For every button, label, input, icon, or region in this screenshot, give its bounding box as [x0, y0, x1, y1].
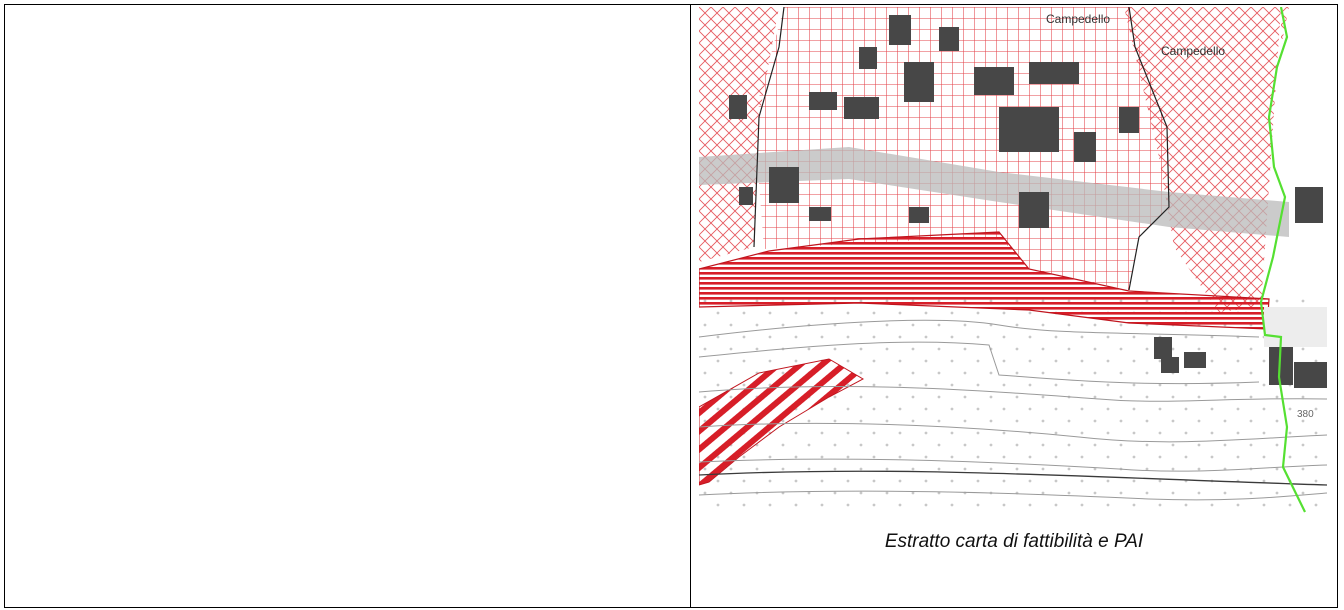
table-cell-figure: Campedello Campedello 380 Estratto carta…	[691, 5, 1337, 607]
table-cell-empty	[5, 5, 691, 607]
document-table: Campedello Campedello 380 Estratto carta…	[4, 4, 1338, 608]
figure-caption: Estratto carta di fattibilità e PAI	[884, 531, 1144, 552]
place-label-campedello-2: Campedello	[1161, 44, 1225, 58]
place-label-campedello-1: Campedello	[1046, 12, 1110, 26]
contour-label: 380	[1297, 409, 1314, 420]
map-excerpt: Campedello Campedello 380	[699, 7, 1327, 515]
